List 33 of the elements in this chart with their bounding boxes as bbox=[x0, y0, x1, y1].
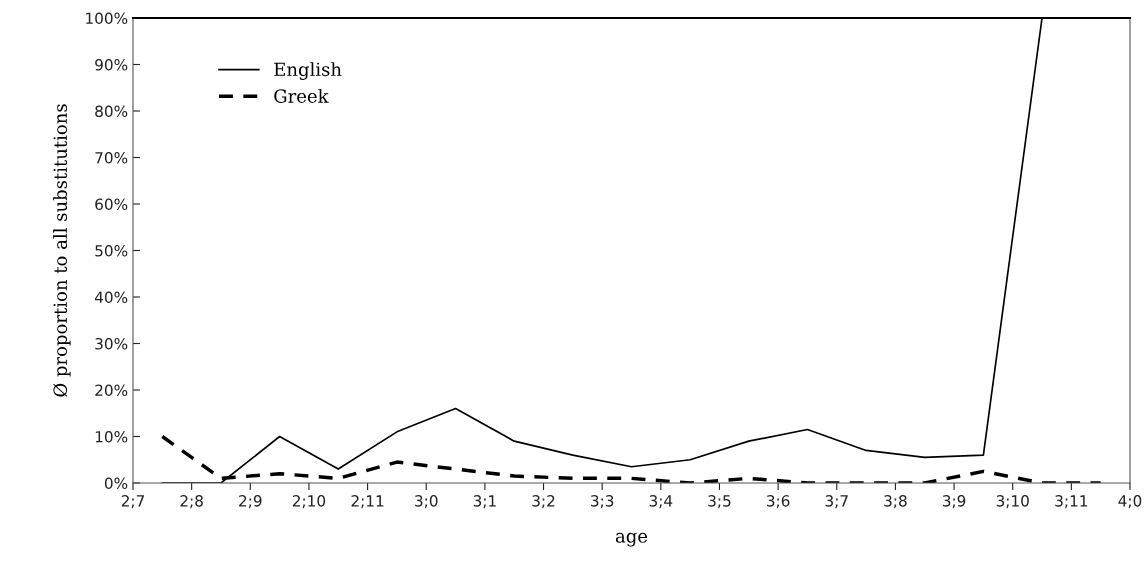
legend-label: English bbox=[274, 62, 342, 80]
x-tick-label: 3;11 bbox=[1055, 495, 1088, 509]
x-tick-label: 4;0 bbox=[1118, 495, 1142, 509]
x-tick-label: 2;11 bbox=[351, 495, 384, 509]
y-tick-label: 10% bbox=[95, 430, 128, 443]
y-tick-label: 20% bbox=[95, 384, 128, 397]
y-tick-label: 0% bbox=[104, 477, 128, 490]
x-tick-label: 3;2 bbox=[532, 495, 555, 509]
x-tick-label: 3;4 bbox=[649, 495, 673, 509]
y-tick-label: 40% bbox=[94, 291, 128, 304]
x-tick-label: 3;9 bbox=[942, 495, 966, 509]
x-tick-label: 3;0 bbox=[415, 495, 438, 509]
x-tick-label: 2;8 bbox=[180, 495, 203, 509]
x-tick-label: 3;6 bbox=[766, 495, 790, 509]
x-tick-label: 2;9 bbox=[239, 495, 262, 509]
x-tick-label: 3;5 bbox=[708, 495, 731, 509]
y-tick-label: 30% bbox=[95, 337, 128, 350]
x-tick-label: 3;7 bbox=[825, 495, 848, 509]
x-tick-label: 3;1 bbox=[473, 495, 496, 509]
x-tick-label: 3;8 bbox=[884, 495, 907, 509]
x-tick-label: 2;7 bbox=[121, 495, 144, 509]
y-tick-label: 70% bbox=[95, 151, 128, 164]
x-axis-title: age bbox=[615, 532, 648, 547]
legend-label: Greek bbox=[274, 88, 329, 103]
y-tick-label: 90% bbox=[95, 58, 128, 71]
y-tick-label: 80% bbox=[95, 105, 128, 118]
y-tick-label: 60% bbox=[95, 198, 128, 211]
x-tick-label: 2;10 bbox=[292, 495, 326, 509]
y-tick-label: 50% bbox=[95, 244, 128, 257]
y-tick-label: 100% bbox=[86, 12, 128, 25]
x-tick-label: 3;3 bbox=[591, 495, 614, 509]
y-axis-title: Ø proportion to all substitutions bbox=[53, 104, 71, 397]
x-tick-label: 3;10 bbox=[996, 495, 1029, 509]
